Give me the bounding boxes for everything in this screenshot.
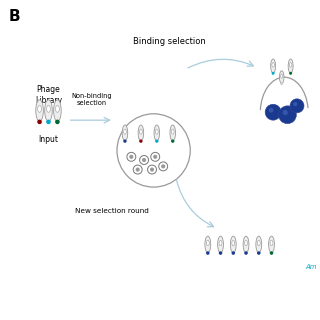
Circle shape <box>270 251 273 255</box>
Circle shape <box>280 83 283 85</box>
Circle shape <box>153 155 157 159</box>
Ellipse shape <box>272 63 274 67</box>
Text: Non-binding
selection: Non-binding selection <box>71 93 112 106</box>
Ellipse shape <box>156 129 158 134</box>
Ellipse shape <box>38 105 42 112</box>
Ellipse shape <box>288 59 293 73</box>
Circle shape <box>290 99 304 113</box>
Ellipse shape <box>257 240 260 246</box>
Text: Am: Am <box>305 264 316 269</box>
Ellipse shape <box>205 236 211 253</box>
Text: Phage
Library: Phage Library <box>35 85 62 105</box>
Circle shape <box>293 102 297 106</box>
Circle shape <box>139 140 143 143</box>
Circle shape <box>232 251 235 255</box>
Ellipse shape <box>154 125 160 141</box>
Ellipse shape <box>232 240 235 246</box>
Ellipse shape <box>45 100 52 122</box>
Circle shape <box>269 108 274 113</box>
Text: Input: Input <box>38 134 59 143</box>
Ellipse shape <box>140 129 142 134</box>
Circle shape <box>123 140 127 143</box>
Ellipse shape <box>172 129 174 134</box>
Text: Binding selection: Binding selection <box>133 37 206 46</box>
Ellipse shape <box>270 240 273 246</box>
Circle shape <box>289 72 292 75</box>
Circle shape <box>171 140 174 143</box>
Circle shape <box>283 110 288 115</box>
Circle shape <box>155 140 158 143</box>
Circle shape <box>46 120 51 124</box>
Circle shape <box>150 167 154 172</box>
Circle shape <box>278 106 296 124</box>
Circle shape <box>37 120 42 124</box>
Ellipse shape <box>279 71 284 84</box>
Ellipse shape <box>170 125 175 141</box>
Circle shape <box>219 251 222 255</box>
Ellipse shape <box>219 240 222 246</box>
Ellipse shape <box>122 125 128 141</box>
Circle shape <box>257 251 260 255</box>
Ellipse shape <box>54 100 61 122</box>
Ellipse shape <box>281 74 283 78</box>
Ellipse shape <box>256 236 262 253</box>
Ellipse shape <box>124 129 126 134</box>
Circle shape <box>142 158 146 162</box>
Ellipse shape <box>36 100 43 122</box>
Text: B: B <box>9 9 20 24</box>
Circle shape <box>161 164 165 168</box>
Circle shape <box>272 72 275 75</box>
Ellipse shape <box>206 240 209 246</box>
Circle shape <box>136 167 140 172</box>
Circle shape <box>265 104 281 120</box>
Ellipse shape <box>243 236 249 253</box>
Ellipse shape <box>138 125 144 141</box>
Ellipse shape <box>218 236 223 253</box>
Ellipse shape <box>289 63 292 67</box>
Ellipse shape <box>55 105 59 112</box>
Circle shape <box>55 120 60 124</box>
Ellipse shape <box>244 240 247 246</box>
Ellipse shape <box>47 105 50 112</box>
Circle shape <box>206 251 210 255</box>
Circle shape <box>244 251 248 255</box>
Ellipse shape <box>268 236 275 253</box>
Circle shape <box>129 155 133 159</box>
Ellipse shape <box>230 236 236 253</box>
Text: New selection round: New selection round <box>75 208 149 214</box>
Ellipse shape <box>271 59 276 73</box>
